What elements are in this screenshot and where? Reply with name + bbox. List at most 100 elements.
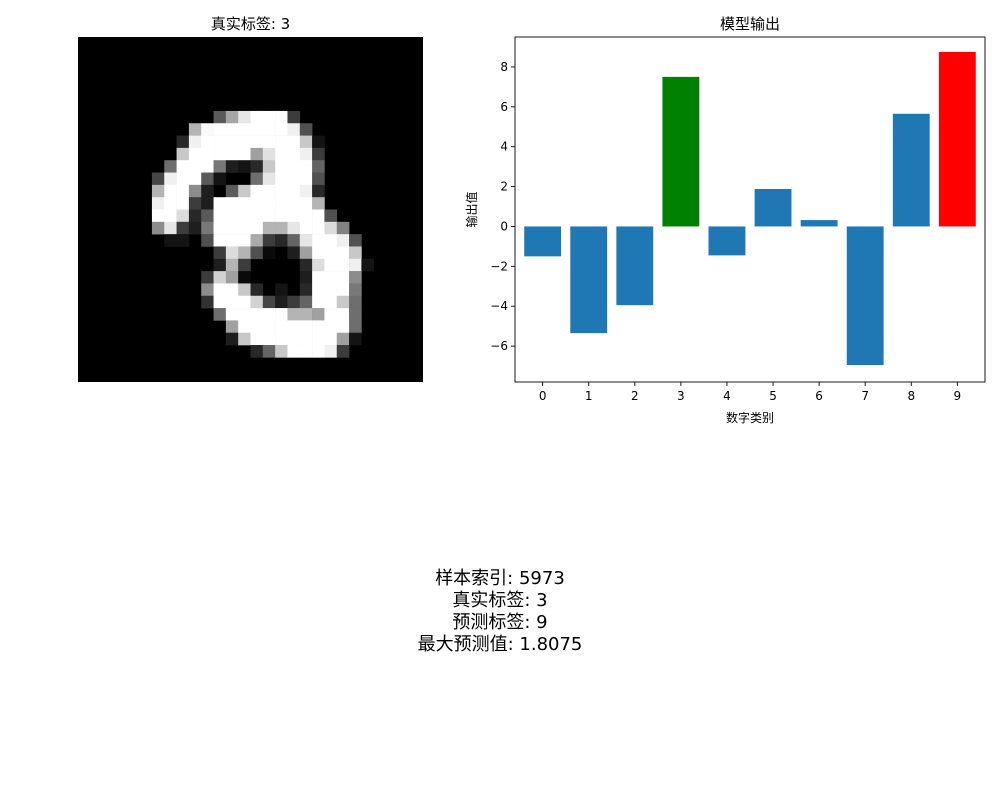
digit-pixel	[299, 221, 313, 235]
digit-pixel	[250, 110, 264, 124]
digit-pixel	[312, 283, 325, 297]
x-axis-label: 数字类别	[726, 410, 774, 425]
y-tick-label: 0	[500, 219, 508, 233]
digit-pixel	[299, 172, 313, 186]
digit-pixel	[312, 271, 325, 284]
digit-pixel	[275, 320, 288, 334]
digit-pixel	[213, 135, 227, 149]
digit-pixel	[349, 283, 362, 297]
digit-pixel	[336, 345, 350, 358]
digit-pixel	[312, 209, 325, 223]
digit-pixel	[299, 258, 313, 272]
digit-pixel	[287, 221, 301, 235]
digit-pixel	[275, 135, 288, 149]
y-tick-label: −4	[490, 299, 508, 313]
digit-pixel	[225, 135, 239, 149]
digit-pixel	[324, 221, 338, 235]
digit-pixel	[225, 110, 239, 124]
digit-pixel	[312, 221, 325, 235]
digit-pixel	[275, 172, 288, 186]
digit-pixel	[262, 160, 276, 173]
digit-pixel	[262, 345, 276, 358]
bar-0	[524, 226, 562, 257]
digit-pixel	[262, 135, 276, 149]
chart-title: 模型输出	[719, 15, 780, 33]
digit-pixel	[188, 221, 202, 235]
digit-pixel	[262, 234, 276, 247]
x-tick-label: 5	[769, 389, 777, 403]
digit-pixel	[250, 320, 264, 334]
y-tick-label: 8	[500, 60, 508, 74]
x-tick-label: 3	[677, 389, 685, 403]
info-true-label: 真实标签: 3	[452, 590, 548, 611]
digit-pixel	[213, 234, 227, 247]
digit-pixel	[312, 234, 325, 247]
digit-pixel	[201, 172, 214, 186]
digit-pixel	[201, 160, 214, 173]
digit-pixel	[213, 172, 227, 186]
digit-pixel	[250, 221, 264, 235]
digit-pixel	[262, 246, 276, 260]
digit-pixel	[201, 184, 214, 198]
digit-pixel	[336, 271, 350, 284]
digit-pixel	[324, 308, 338, 321]
digit-pixel	[349, 271, 362, 284]
digit-pixel	[312, 332, 325, 346]
digit-pixel	[250, 160, 264, 173]
digit-pixel	[275, 221, 288, 235]
digit-pixel	[262, 110, 276, 124]
digit-pixel	[299, 123, 313, 136]
digit-pixel	[336, 295, 350, 309]
digit-pixel	[250, 172, 264, 186]
bar-chart: −6 −4 −2 0 2 4 6 8 0 1 2 3 4 5 6 7 8 9 数字类别 输出值	[464, 36, 986, 425]
digit-pixel	[188, 197, 202, 210]
digit-pixel	[287, 123, 301, 136]
digit-pixel	[238, 320, 251, 334]
digit-pixel	[238, 209, 251, 223]
plot-frame	[514, 36, 986, 383]
digit-pixel	[361, 258, 375, 272]
x-tick-label: 6	[815, 389, 823, 403]
digit-pixel	[262, 172, 276, 186]
digit-pixel	[238, 221, 251, 235]
y-axis-label: 输出值	[464, 191, 479, 227]
bar-4	[708, 226, 746, 256]
digit-pixel	[336, 332, 350, 346]
y-tick-label: 4	[500, 140, 508, 154]
digit-pixel	[262, 209, 276, 223]
bar-2	[616, 226, 654, 306]
digit-pixel	[262, 221, 276, 235]
digit-pixel	[250, 308, 264, 321]
image-title: 真实标签: 3	[210, 15, 291, 33]
digit-pixel	[275, 295, 288, 309]
digit-pixel	[349, 295, 362, 309]
digit-pixel	[262, 332, 276, 346]
digit-pixel	[349, 308, 362, 321]
digit-pixel	[164, 160, 177, 173]
digit-pixel	[324, 332, 338, 346]
digit-pixel	[324, 209, 338, 223]
digit-pixel	[275, 197, 288, 210]
digit-pixel	[201, 197, 214, 210]
digit-pixel	[312, 147, 325, 161]
y-tick-label: −6	[490, 339, 508, 353]
info-sample-index: 样本索引: 5973	[435, 568, 565, 589]
digit-pixel	[275, 332, 288, 346]
digit-pixel	[287, 332, 301, 346]
digit-pixel	[225, 221, 239, 235]
digit-image	[78, 37, 423, 382]
digit-pixel	[176, 221, 190, 235]
digit-pixel	[225, 246, 239, 260]
digit-pixel	[299, 271, 313, 284]
digit-pixel	[201, 234, 214, 247]
digit-pixel	[312, 320, 325, 334]
digit-pixel	[238, 295, 251, 309]
digit-pixel	[164, 184, 177, 198]
digit-pixel	[238, 234, 251, 247]
digit-pixel	[336, 283, 350, 297]
digit-pixel	[188, 160, 202, 173]
digit-pixel	[225, 308, 239, 321]
digit-pixel	[250, 332, 264, 346]
digit-pixel	[336, 320, 350, 334]
digit-pixel	[164, 234, 177, 247]
